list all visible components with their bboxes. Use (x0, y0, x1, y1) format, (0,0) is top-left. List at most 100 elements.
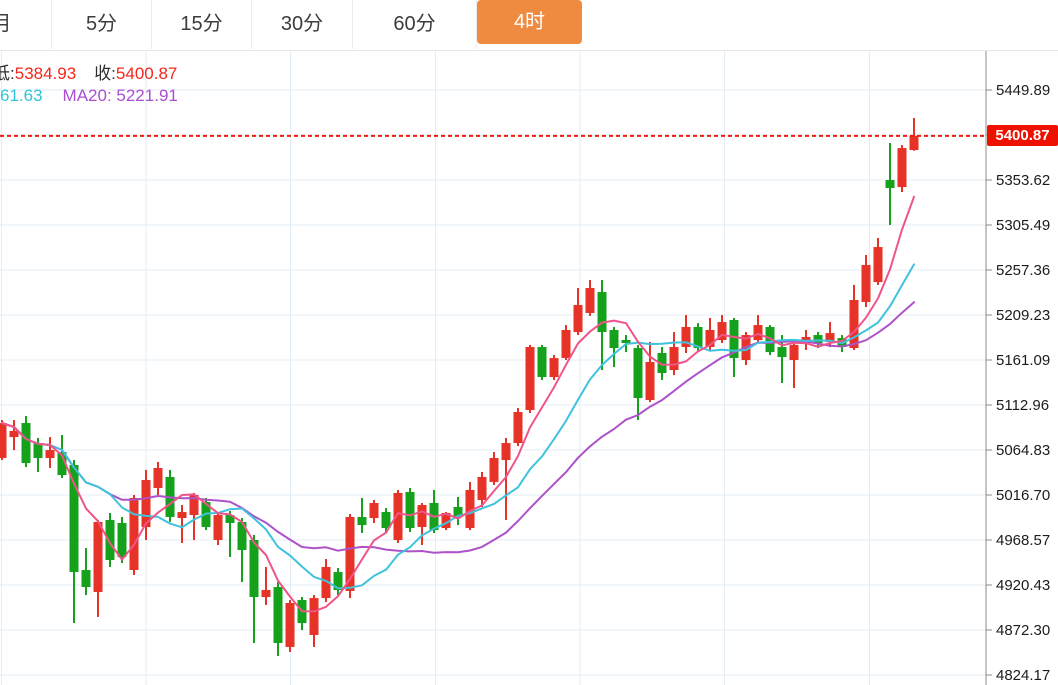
ma5-line (1, 195, 915, 613)
candle-body (693, 327, 703, 349)
candle-body (321, 567, 331, 599)
ma20-value: MA20: 5221.91 (62, 86, 178, 105)
candle-body (861, 265, 871, 302)
candle-body (705, 329, 715, 348)
tab-4hour[interactable]: 4时 (477, 0, 582, 44)
candle-body (597, 292, 607, 333)
current-price-tag: 5400.87 (987, 125, 1058, 146)
candle-body (561, 329, 571, 359)
candle-body (129, 498, 139, 571)
y-axis-label: 4920.43 (996, 577, 1050, 594)
y-axis-label: 5161.09 (996, 352, 1050, 369)
candle-body (849, 299, 859, 349)
candle-body (261, 590, 271, 598)
candle-body (813, 335, 823, 343)
candle-body (285, 603, 295, 647)
y-axis-label: 4872.30 (996, 622, 1050, 639)
candle-body (681, 327, 691, 348)
candle-body (669, 347, 679, 371)
candle-body (105, 519, 115, 560)
candle-body (633, 348, 643, 399)
tab-5min[interactable]: 5分 (52, 0, 152, 49)
candle-body (729, 319, 739, 359)
close-label: 收: (94, 64, 116, 83)
candle-body (897, 148, 907, 188)
candle-body (333, 572, 343, 591)
candle-body (45, 450, 55, 458)
candle-body (789, 344, 799, 361)
tab-15min[interactable]: 15分 (152, 0, 252, 49)
candle-body (249, 539, 259, 598)
ma-info-line: 61.63 MA20: 5221.91 (0, 86, 178, 106)
y-axis-label: 4968.57 (996, 532, 1050, 549)
candle-body (225, 515, 235, 523)
candle-body (153, 467, 163, 489)
candle-body (93, 521, 103, 592)
candle-body (357, 516, 367, 526)
candle-body (21, 423, 31, 464)
candle-body (909, 135, 919, 151)
low-label: 低: (0, 64, 15, 83)
candle-body (417, 505, 427, 527)
ohlc-info-line: 低:5384.93 收:5400.87 (0, 59, 177, 84)
y-axis-label: 5112.96 (996, 397, 1049, 414)
tab-30min[interactable]: 30分 (252, 0, 353, 49)
candle-body (513, 411, 523, 444)
candle-body (57, 452, 67, 476)
candle-body (825, 333, 835, 342)
candle-body (585, 288, 595, 313)
candle-body (345, 516, 355, 591)
y-axis-label: 5353.62 (996, 172, 1050, 189)
candle-body (873, 247, 883, 283)
candle-body (177, 512, 187, 519)
candle-body (273, 587, 283, 644)
interval-tabbar: 月 5分 15分 30分 60分 4时 (0, 0, 1058, 51)
candle-body (609, 329, 619, 349)
candle-body (717, 322, 727, 341)
y-axis-label: 5064.83 (996, 442, 1050, 459)
y-axis-label: 5305.49 (996, 217, 1050, 234)
low-value: 5384.93 (14, 64, 77, 83)
candle-body (549, 358, 559, 378)
candle-body (141, 479, 151, 527)
candle-body (465, 489, 475, 529)
y-axis-label: 5209.23 (996, 307, 1050, 324)
candle-body (393, 492, 403, 540)
candle-body (477, 476, 487, 500)
y-axis-label: 5449.89 (996, 82, 1050, 99)
candle-body (753, 325, 763, 341)
candle-body (213, 515, 223, 540)
tab-month[interactable]: 月 (0, 0, 52, 49)
candle-body (33, 443, 43, 458)
candle-body (501, 443, 511, 461)
candle-body (573, 305, 583, 333)
close-value: 5400.87 (115, 64, 178, 83)
y-axis-label: 5257.36 (996, 262, 1050, 279)
candle-body (777, 347, 787, 358)
candle-body (309, 598, 319, 635)
candle-body (369, 502, 379, 519)
tab-60min[interactable]: 60分 (353, 0, 477, 49)
candle-body (645, 361, 655, 401)
candle-body (621, 340, 631, 343)
candle-body (237, 521, 247, 550)
candle-body (69, 465, 79, 573)
candle-body (525, 347, 535, 411)
candle-body (453, 506, 463, 517)
candle-body (657, 352, 667, 374)
candle-body (489, 457, 499, 482)
ma10-value-partial: 61.63 (0, 86, 43, 105)
candle-body (189, 495, 199, 516)
candle-body (81, 570, 91, 588)
candle-body (537, 347, 547, 378)
candle-body (117, 522, 127, 558)
candle-body (0, 423, 7, 458)
candle-body (885, 180, 895, 188)
candle-body (405, 491, 415, 529)
candle-body (441, 512, 451, 529)
y-axis-label: 4824.17 (996, 667, 1050, 684)
candle-body (9, 430, 19, 438)
y-axis-label: 5016.70 (996, 487, 1050, 504)
candle-body (381, 512, 391, 529)
